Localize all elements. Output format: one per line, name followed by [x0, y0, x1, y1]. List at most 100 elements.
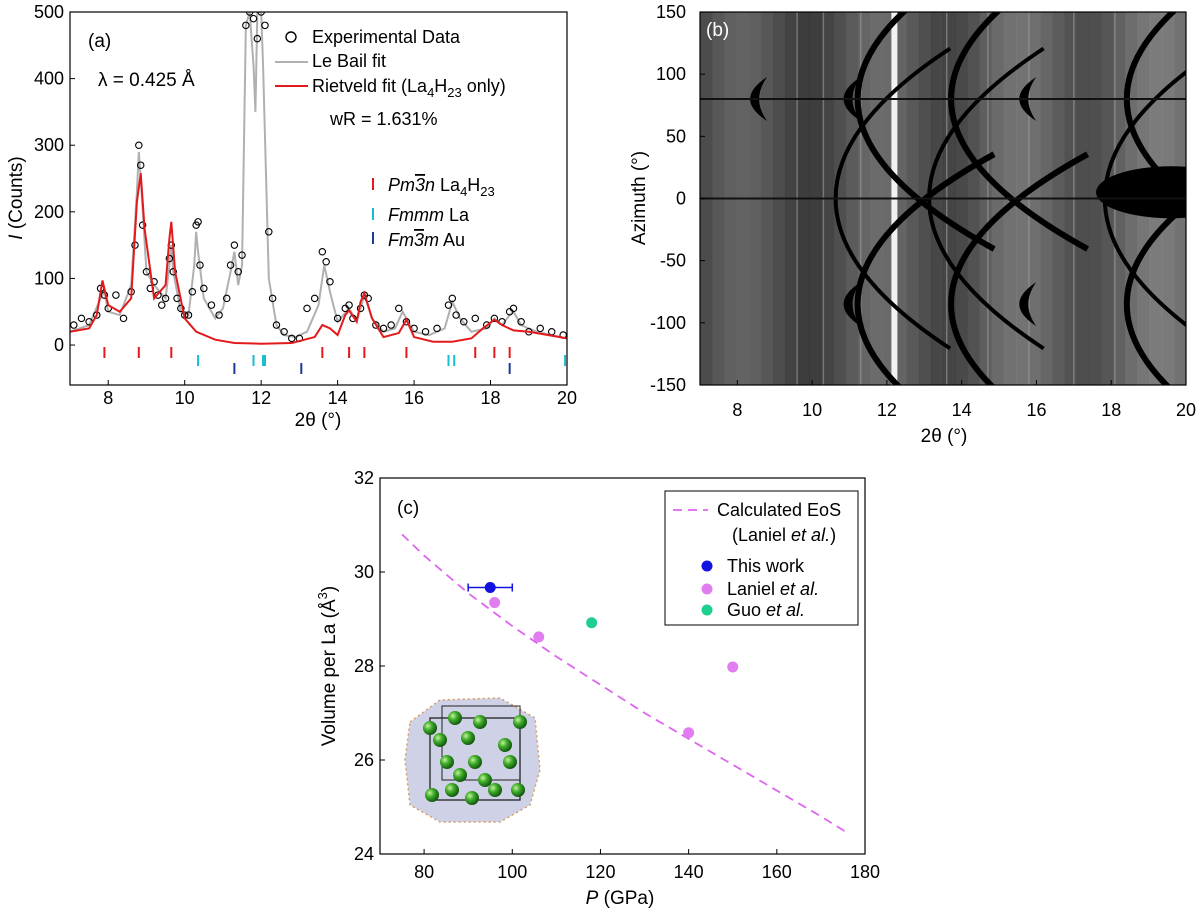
experimental-point — [154, 291, 162, 299]
x-tick-label: 80 — [414, 862, 434, 882]
panel-c-legend-box — [664, 490, 859, 626]
experimental-point — [345, 301, 353, 309]
legend-laniel-marker — [701, 583, 713, 595]
panel-a-xlabel: 2θ (°) — [295, 410, 342, 431]
experimental-point — [261, 21, 269, 30]
experimental-point — [471, 314, 479, 323]
panel-c-label: (c) — [397, 498, 419, 519]
phase-legend-la4h23-label: Pm3n La4H23 — [388, 175, 495, 199]
experimental-point — [70, 321, 78, 329]
legend-experimental-marker — [285, 31, 297, 43]
inset-la-atom — [423, 721, 437, 735]
x-tick-label: 10 — [802, 400, 822, 420]
panel-c-legend: Calculated EoS (Laniel et al.) This work… — [664, 490, 859, 626]
experimental-point — [490, 314, 499, 323]
x-tick-label: 14 — [952, 400, 972, 420]
experimental-point — [207, 301, 216, 309]
legend-lebail-label: Le Bail fit — [312, 51, 386, 71]
experimental-point — [249, 14, 258, 23]
experimental-point — [326, 278, 334, 286]
experimental-point — [226, 261, 235, 269]
panel-a-plot-area — [70, 12, 567, 374]
y-tick-label: 100 — [34, 268, 64, 288]
legend-eos-label-1: Calculated EoS — [717, 500, 841, 520]
x-tick-label: 18 — [481, 388, 501, 408]
experimental-point — [188, 287, 197, 296]
y-tick-label: 28 — [354, 656, 374, 676]
inset-la-atom — [488, 783, 502, 797]
dark-arc — [1124, 201, 1186, 385]
panel-a-frame — [69, 11, 568, 386]
inset-la-atom — [513, 715, 527, 729]
dark-arc — [495, 49, 610, 349]
inset-la-atom — [425, 788, 439, 802]
data-point — [683, 727, 695, 739]
dark-crescent — [843, 282, 861, 327]
experimental-point — [112, 291, 120, 299]
experimental-point — [200, 284, 208, 293]
experimental-point — [433, 324, 441, 333]
inset-la-atom — [461, 731, 475, 745]
x-tick-label: 20 — [1176, 400, 1196, 420]
inset-la-atom — [511, 783, 525, 797]
eos-curve — [401, 533, 848, 834]
x-tick-label: 8 — [103, 388, 113, 408]
panel-a-label: (a) — [88, 31, 111, 52]
legend-thiswork-marker — [701, 560, 713, 572]
x-tick-label: 12 — [877, 400, 897, 420]
y-tick-label: -100 — [650, 313, 686, 333]
experimental-point — [280, 327, 288, 336]
legend-guo-label: Guo et al. — [727, 600, 805, 620]
experimental-point — [77, 314, 86, 323]
inset-la-atom — [468, 755, 482, 769]
panel-b-axes: 8 10 12 14 16 18 20 150 100 50 0 -50 -100 -150 — [650, 2, 1196, 420]
experimental-point — [135, 141, 143, 149]
experimental-point — [287, 334, 296, 343]
experimental-point — [238, 251, 246, 259]
experimental-point — [303, 304, 311, 313]
panel-b-label: (b) — [706, 20, 729, 41]
experimental-point — [444, 301, 453, 309]
legend-guo-marker — [701, 604, 713, 616]
panel-b-ylabel: Azimuth (°) — [629, 151, 650, 245]
x-tick-label: 160 — [762, 862, 792, 882]
crystal-structure-inset — [404, 697, 541, 823]
y-tick-label: 200 — [34, 202, 64, 222]
experimental-point — [222, 294, 231, 303]
experimental-point — [265, 228, 273, 236]
experimental-point — [448, 294, 457, 303]
panel-b: 8 10 12 14 16 18 20 150 100 50 0 -50 -100 -150 (b) 2θ… — [495, 2, 1196, 447]
experimental-point — [158, 301, 166, 309]
data-point — [586, 617, 598, 629]
inset-la-atom — [440, 755, 454, 769]
experimental-point — [138, 221, 147, 229]
panel-a-phase-legend: Pm3n La4H23 Fmmm La Fm3m Au — [372, 175, 495, 250]
experimental-point — [268, 294, 277, 303]
panel-b-image — [495, 12, 1186, 385]
data-point — [727, 661, 739, 673]
y-tick-label: 100 — [656, 64, 686, 84]
data-point — [489, 597, 501, 609]
beamstop-shadow — [1096, 166, 1186, 219]
y-tick-label: 24 — [354, 844, 374, 864]
experimental-point — [177, 304, 185, 313]
y-tick-label: 32 — [354, 468, 374, 488]
y-tick-label: 0 — [54, 335, 64, 355]
experimental-point — [482, 321, 491, 329]
x-tick-label: 14 — [328, 388, 348, 408]
experimental-point — [119, 314, 128, 323]
x-tick-label: 18 — [1101, 400, 1121, 420]
experimental-point — [333, 314, 342, 323]
experimental-point — [194, 218, 202, 226]
dark-crescent — [1019, 282, 1037, 327]
panel-a-wavelength: λ = 0.425 Å — [98, 70, 195, 91]
experimental-point — [215, 311, 223, 319]
inset-la-atom — [473, 715, 487, 729]
y-tick-label: 30 — [354, 562, 374, 582]
experimental-point — [184, 311, 193, 319]
x-tick-label: 180 — [850, 862, 880, 882]
y-tick-label: -150 — [650, 375, 686, 395]
inset-la-atom — [498, 738, 512, 752]
